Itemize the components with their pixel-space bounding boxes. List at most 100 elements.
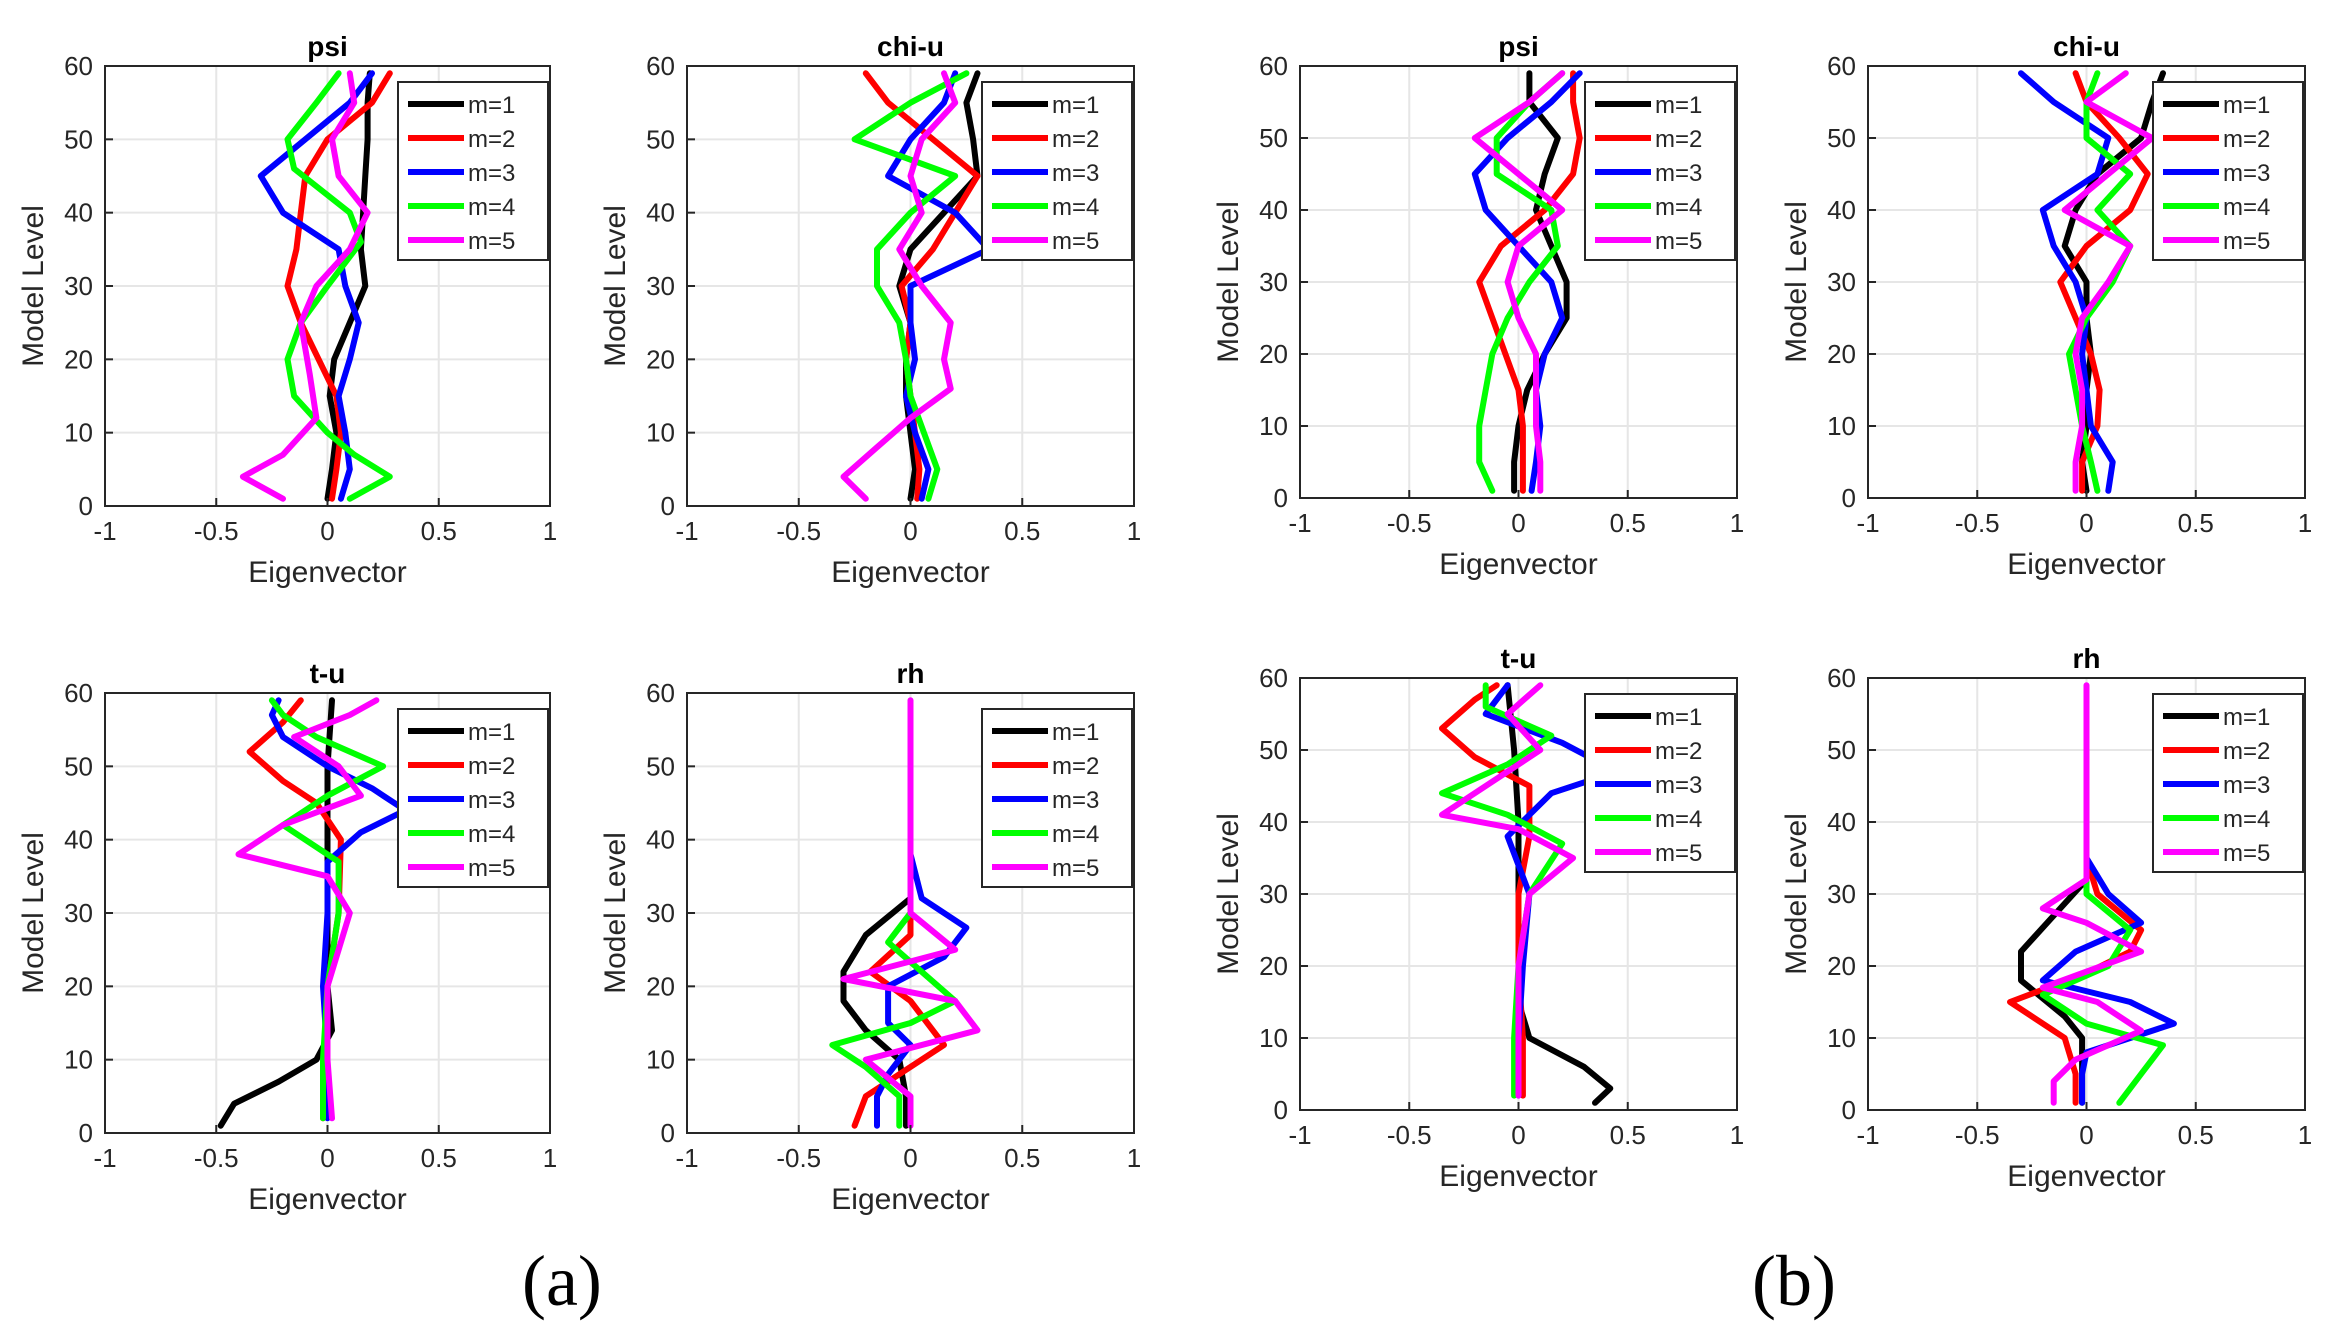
legend-label: m=4 (1052, 194, 1099, 221)
x-tick-label: 0 (320, 516, 334, 546)
y-tick-label: 0 (79, 491, 93, 521)
x-tick-label: 1 (1127, 1143, 1141, 1173)
y-tick-label: 50 (1259, 123, 1288, 153)
legend-label: m=4 (2223, 194, 2270, 221)
chart-b-psi: -1 -0.5 0 0.5 10102030405060psiEigenvectorMo… (1212, 31, 1744, 581)
x-tick-label: 0.5 (421, 516, 457, 546)
y-axis-label: Model Level (599, 832, 632, 994)
series-line-m=3 (1471, 70, 1583, 494)
legend-label: m=1 (1052, 92, 1099, 119)
legend-label: m=5 (1052, 855, 1099, 882)
y-axis-label: Model Level (17, 205, 50, 367)
series-line-m=5 (840, 70, 959, 502)
y-tick-label: 40 (646, 825, 675, 855)
y-axis-label: Model Level (17, 832, 50, 994)
x-tick-label: 0 (1511, 508, 1525, 538)
chart-title: psi (1498, 31, 1538, 62)
y-tick-label: 0 (1274, 1095, 1288, 1125)
y-tick-label: 30 (1827, 879, 1856, 909)
legend-label: m=3 (468, 787, 515, 814)
y-tick-label: 10 (64, 418, 93, 448)
y-tick-label: 40 (1827, 807, 1856, 837)
y-tick-label: 40 (64, 198, 93, 228)
y-tick-label: 60 (1827, 663, 1856, 693)
chart-b-rh: -1 -0.5 0 0.5 10102030405060rhEigenvectorMod… (1780, 643, 2312, 1193)
legend-label: m=4 (468, 194, 515, 221)
series-line-m=3 (885, 70, 992, 502)
series-line-m=5 (239, 70, 371, 502)
legend-label: m=4 (468, 821, 515, 848)
y-axis-label: Model Level (1212, 813, 1245, 975)
x-tick-label: -1 (1288, 1120, 1311, 1150)
y-tick-label: 10 (646, 1045, 675, 1075)
y-tick-label: 60 (1827, 51, 1856, 81)
y-tick-label: 0 (1842, 1095, 1856, 1125)
y-axis-label: Model Level (1212, 201, 1245, 363)
chart-b-tu: -1 -0.5 0 0.5 10102030405060t-uEigenvectorMo… (1212, 643, 1744, 1193)
legend-label: m=5 (1052, 228, 1099, 255)
legend-label: m=3 (468, 160, 515, 187)
y-tick-label: 20 (64, 344, 93, 374)
legend-label: m=3 (1655, 160, 1702, 187)
x-tick-label: -0.5 (1387, 508, 1432, 538)
x-tick-label: 1 (1730, 1120, 1744, 1150)
legend-label: m=3 (1052, 160, 1099, 187)
y-tick-label: 20 (646, 344, 675, 374)
y-tick-label: 30 (64, 898, 93, 928)
chart-title: t-u (310, 658, 346, 689)
legend-label: m=5 (468, 228, 515, 255)
x-axis-label: Eigenvector (2007, 548, 2165, 581)
legend-label: m=3 (2223, 160, 2270, 187)
chart-title: rh (897, 658, 925, 689)
y-tick-label: 40 (1827, 195, 1856, 225)
y-tick-label: 0 (1842, 483, 1856, 513)
legend-label: m=5 (2223, 228, 2270, 255)
legend-label: m=4 (1655, 194, 1702, 221)
series-line-m=5 (2039, 682, 2145, 1106)
chart-title: chi-u (877, 31, 944, 62)
x-tick-label: -0.5 (776, 1143, 821, 1173)
chart-a-chi: -1 -0.5 0 0.5 10102030405060chi-uEigenvector… (599, 31, 1141, 589)
y-axis-label: Model Level (1780, 813, 1813, 975)
y-tick-label: 60 (64, 51, 93, 81)
series-line-m=2 (1476, 70, 1583, 494)
x-tick-label: -1 (1856, 1120, 1879, 1150)
y-tick-label: 0 (79, 1118, 93, 1148)
x-tick-label: 0 (1511, 1120, 1525, 1150)
y-tick-label: 10 (64, 1045, 93, 1075)
y-tick-label: 50 (1827, 123, 1856, 153)
legend-label: m=1 (468, 719, 515, 746)
series-line-m=4 (851, 70, 970, 502)
chart-title: t-u (1501, 643, 1537, 674)
series-line-m=5 (840, 697, 981, 1129)
chart-a-psi: -1 -0.5 0 0.5 10102030405060psiEigenvectorMo… (17, 31, 557, 589)
chart-title: chi-u (2053, 31, 2120, 62)
legend-label: m=5 (2223, 840, 2270, 867)
x-tick-label: 0.5 (421, 1143, 457, 1173)
x-tick-label: 0.5 (1610, 1120, 1646, 1150)
legend-label: m=3 (1655, 772, 1702, 799)
y-tick-label: 20 (64, 971, 93, 1001)
series-line-m=5 (1439, 682, 1577, 1099)
legend-label: m=5 (1655, 228, 1702, 255)
y-tick-label: 20 (1827, 339, 1856, 369)
legend-label: m=1 (2223, 92, 2270, 119)
x-tick-label: 0.5 (2178, 1120, 2214, 1150)
x-tick-label: 0 (903, 516, 917, 546)
y-tick-label: 60 (646, 678, 675, 708)
y-tick-label: 60 (1259, 51, 1288, 81)
series-line-m=4 (284, 70, 393, 502)
legend-label: m=2 (1052, 753, 1099, 780)
series-line-m=3 (257, 70, 375, 502)
y-tick-label: 40 (1259, 807, 1288, 837)
chart-a-rh: -1 -0.5 0 0.5 10102030405060rhEigenvectorMod… (599, 658, 1141, 1216)
panel-label-b: (b) (1752, 1241, 1836, 1321)
x-axis-label: Eigenvector (831, 556, 989, 589)
legend-label: m=2 (2223, 738, 2270, 765)
y-tick-label: 40 (64, 825, 93, 855)
y-tick-label: 0 (661, 1118, 675, 1148)
chart-title: psi (307, 31, 347, 62)
x-axis-label: Eigenvector (248, 556, 406, 589)
y-tick-label: 30 (646, 898, 675, 928)
legend-label: m=5 (1655, 840, 1702, 867)
